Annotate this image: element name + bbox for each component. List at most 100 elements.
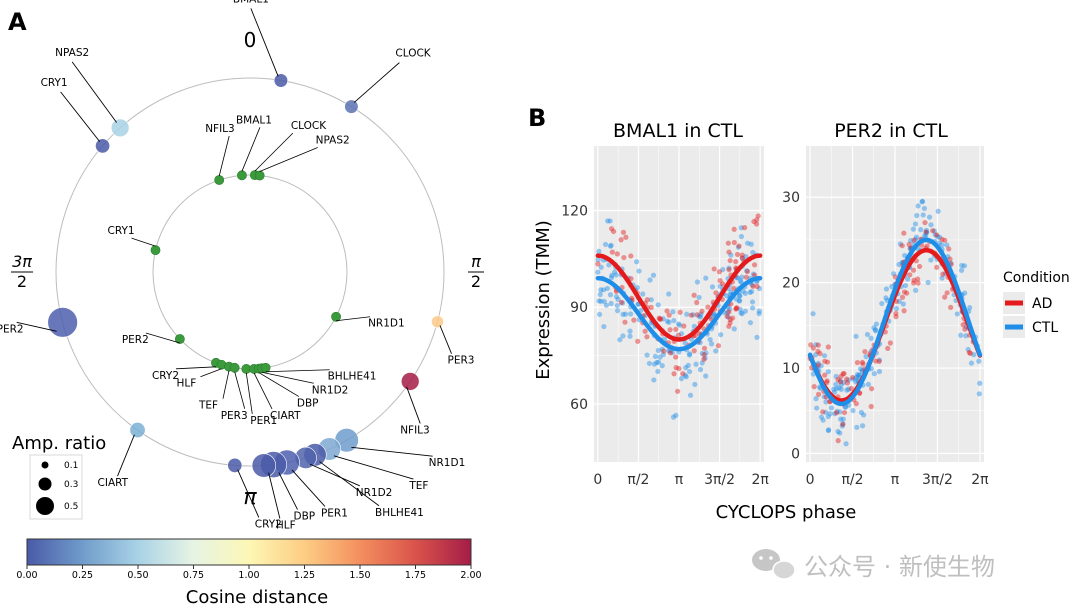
outer-label-line bbox=[351, 446, 433, 457]
data-point-ctl bbox=[825, 413, 831, 420]
data-point-ad bbox=[848, 385, 854, 392]
data-point-ctl bbox=[670, 414, 677, 420]
data-point-ctl bbox=[660, 351, 666, 358]
y-tick-label: 90 bbox=[570, 300, 588, 316]
data-point-ctl bbox=[650, 272, 657, 278]
outer-label-line bbox=[278, 472, 298, 510]
data-point-ad bbox=[844, 376, 850, 382]
data-point-ad bbox=[876, 358, 882, 364]
inner-label-cry2: CRY2 bbox=[152, 370, 179, 382]
data-point-ctl bbox=[907, 238, 914, 244]
data-point-ad bbox=[621, 254, 627, 261]
colorbar-tick-label: 1.25 bbox=[294, 570, 315, 581]
data-point-ad bbox=[915, 276, 921, 282]
bmal1-panel: BMAL1 in CTL 60 90 120 0 π/2 π 3π/2 2π bbox=[561, 112, 769, 488]
data-point-ctl bbox=[655, 359, 662, 365]
data-point-ctl bbox=[944, 242, 950, 248]
data-point-ctl bbox=[833, 381, 839, 387]
data-point-ctl bbox=[863, 354, 869, 360]
outer-label-line bbox=[406, 386, 421, 424]
data-point-ad bbox=[713, 290, 719, 296]
data-point-ad bbox=[948, 304, 954, 310]
x-tick-label: π bbox=[675, 472, 684, 488]
data-point-ctl bbox=[675, 321, 682, 327]
legend-label-ad: AD bbox=[1032, 296, 1052, 312]
data-point-ad bbox=[608, 226, 615, 232]
data-point-ad bbox=[726, 309, 732, 315]
outer-label-line bbox=[117, 434, 135, 477]
data-point-ctl bbox=[595, 269, 601, 275]
data-point-ad bbox=[676, 365, 682, 372]
data-point-ctl bbox=[756, 308, 762, 314]
y-axis-label: Expression (TMM) bbox=[533, 220, 554, 380]
data-point-ad bbox=[934, 232, 940, 238]
data-point-ctl bbox=[843, 441, 849, 447]
data-point-ctl bbox=[744, 268, 750, 274]
data-point-ad bbox=[731, 285, 737, 291]
outer-label-hlf: HLF bbox=[276, 520, 296, 532]
data-point-ctl bbox=[912, 236, 919, 243]
colorbar: 0.00 0.25 0.50 0.75 1.00 1.25 1.50 1.75 2.00 Cos… bbox=[16, 538, 482, 608]
inner-point-nr1d1 bbox=[331, 311, 341, 322]
outer-point-ciart bbox=[129, 422, 146, 439]
data-point-ctl bbox=[664, 318, 670, 324]
data-point-ctl bbox=[737, 293, 743, 299]
data-point-ctl bbox=[871, 371, 877, 377]
data-point-ctl bbox=[727, 306, 733, 312]
data-point-ad bbox=[815, 348, 821, 355]
data-point-ctl bbox=[604, 285, 610, 292]
data-point-ctl bbox=[854, 424, 860, 430]
data-point-ctl bbox=[833, 386, 840, 392]
data-point-ctl bbox=[718, 332, 724, 338]
data-point-ctl bbox=[620, 311, 626, 317]
data-point-ctl bbox=[754, 334, 760, 340]
outer-label-line bbox=[309, 463, 360, 487]
data-point-ctl bbox=[954, 311, 960, 317]
data-point-ctl bbox=[910, 226, 916, 232]
inner-label-clock: CLOCK bbox=[291, 120, 327, 132]
data-point-ad bbox=[631, 317, 637, 323]
data-point-ad bbox=[717, 278, 723, 284]
data-point-ctl bbox=[602, 241, 609, 248]
inner-point-bhlhe41 bbox=[260, 362, 271, 373]
data-point-ad bbox=[815, 391, 822, 397]
data-point-ad bbox=[667, 327, 673, 333]
data-point-ad bbox=[815, 362, 821, 368]
data-point-ad bbox=[699, 308, 705, 314]
data-point-ctl bbox=[833, 373, 839, 380]
data-point-ad bbox=[705, 304, 711, 310]
data-point-ctl bbox=[850, 407, 856, 414]
data-point-ctl bbox=[883, 295, 889, 301]
data-point-ad bbox=[743, 274, 749, 280]
data-point-ctl bbox=[622, 311, 629, 317]
data-point-ctl bbox=[628, 311, 634, 317]
data-point-ctl bbox=[925, 279, 931, 286]
data-point-ctl bbox=[682, 372, 688, 378]
data-point-ctl bbox=[673, 412, 679, 418]
data-point-ctl bbox=[737, 278, 744, 284]
data-point-ctl bbox=[928, 222, 934, 228]
outer-label-line bbox=[237, 469, 260, 518]
data-point-ctl bbox=[747, 289, 753, 295]
data-point-ctl bbox=[924, 229, 930, 236]
outer-label-dbp: DBP bbox=[294, 511, 316, 523]
data-point-ctl bbox=[832, 411, 838, 417]
data-point-ctl bbox=[651, 377, 657, 383]
per2-title: PER2 in CTL bbox=[834, 120, 948, 142]
data-point-ctl bbox=[684, 311, 690, 317]
data-point-ctl bbox=[651, 361, 658, 367]
data-point-ad bbox=[944, 290, 950, 296]
data-point-ctl bbox=[655, 302, 661, 308]
colorbar-title: Cosine distance bbox=[186, 587, 328, 608]
data-point-ctl bbox=[823, 409, 829, 415]
data-point-ctl bbox=[838, 416, 844, 422]
data-point-ad bbox=[887, 340, 893, 346]
data-point-ad bbox=[726, 267, 732, 273]
data-point-ctl bbox=[913, 234, 920, 240]
data-point-ctl bbox=[598, 298, 604, 304]
inner-label-bhlhe41: BHLHE41 bbox=[328, 371, 377, 383]
data-point-ctl bbox=[738, 233, 744, 240]
data-point-ad bbox=[939, 236, 945, 242]
data-point-ad bbox=[680, 371, 686, 377]
